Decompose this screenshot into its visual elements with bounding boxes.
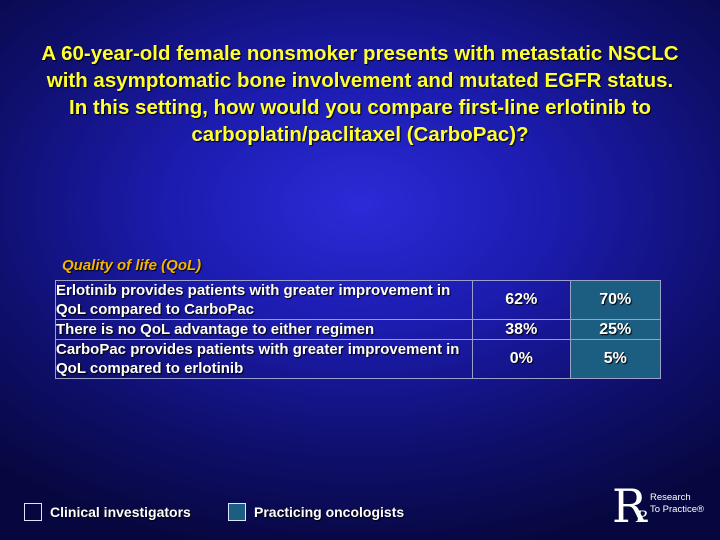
practicing-oncologists-value: 25%: [569, 319, 662, 340]
clinical-investigators-swatch: [24, 503, 42, 521]
results-table: Erlotinib provides patients with greater…: [54, 280, 662, 379]
practicing-oncologists-swatch: [228, 503, 246, 521]
legend-label: Practicing oncologists: [254, 504, 405, 520]
clinical-investigators-value: 62%: [472, 280, 571, 320]
legend-practicing-oncologists: Practicing oncologists: [228, 503, 404, 521]
row-statement: Erlotinib provides patients with greater…: [54, 280, 474, 320]
row-statement: CarboPac provides patients with greater …: [54, 339, 474, 379]
table-row: There is no QoL advantage to either regi…: [54, 319, 662, 340]
row-statement: There is no QoL advantage to either regi…: [54, 319, 474, 340]
table-row: Erlotinib provides patients with greater…: [54, 280, 662, 320]
practicing-oncologists-value: 70%: [569, 280, 662, 320]
logo-p-letter: P: [636, 507, 647, 526]
legend-clinical-investigators: Clinical investigators: [24, 503, 191, 521]
section-header-qol: Quality of life (QoL): [62, 257, 202, 274]
practicing-oncologists-value: 5%: [569, 339, 662, 379]
logo-text-line1: Research: [650, 492, 691, 503]
logo-text-line2: To Practice®: [650, 504, 704, 515]
slide-title: A 60-year-old female nonsmoker presents …: [41, 42, 679, 146]
clinical-investigators-value: 38%: [472, 319, 571, 340]
logo-r-letter: R: [612, 479, 647, 533]
research-to-practice-logo: R P Research To Practice®: [612, 479, 712, 533]
table-row: CarboPac provides patients with greater …: [54, 339, 662, 379]
clinical-investigators-value: 0%: [472, 339, 571, 379]
legend-label: Clinical investigators: [50, 504, 191, 520]
